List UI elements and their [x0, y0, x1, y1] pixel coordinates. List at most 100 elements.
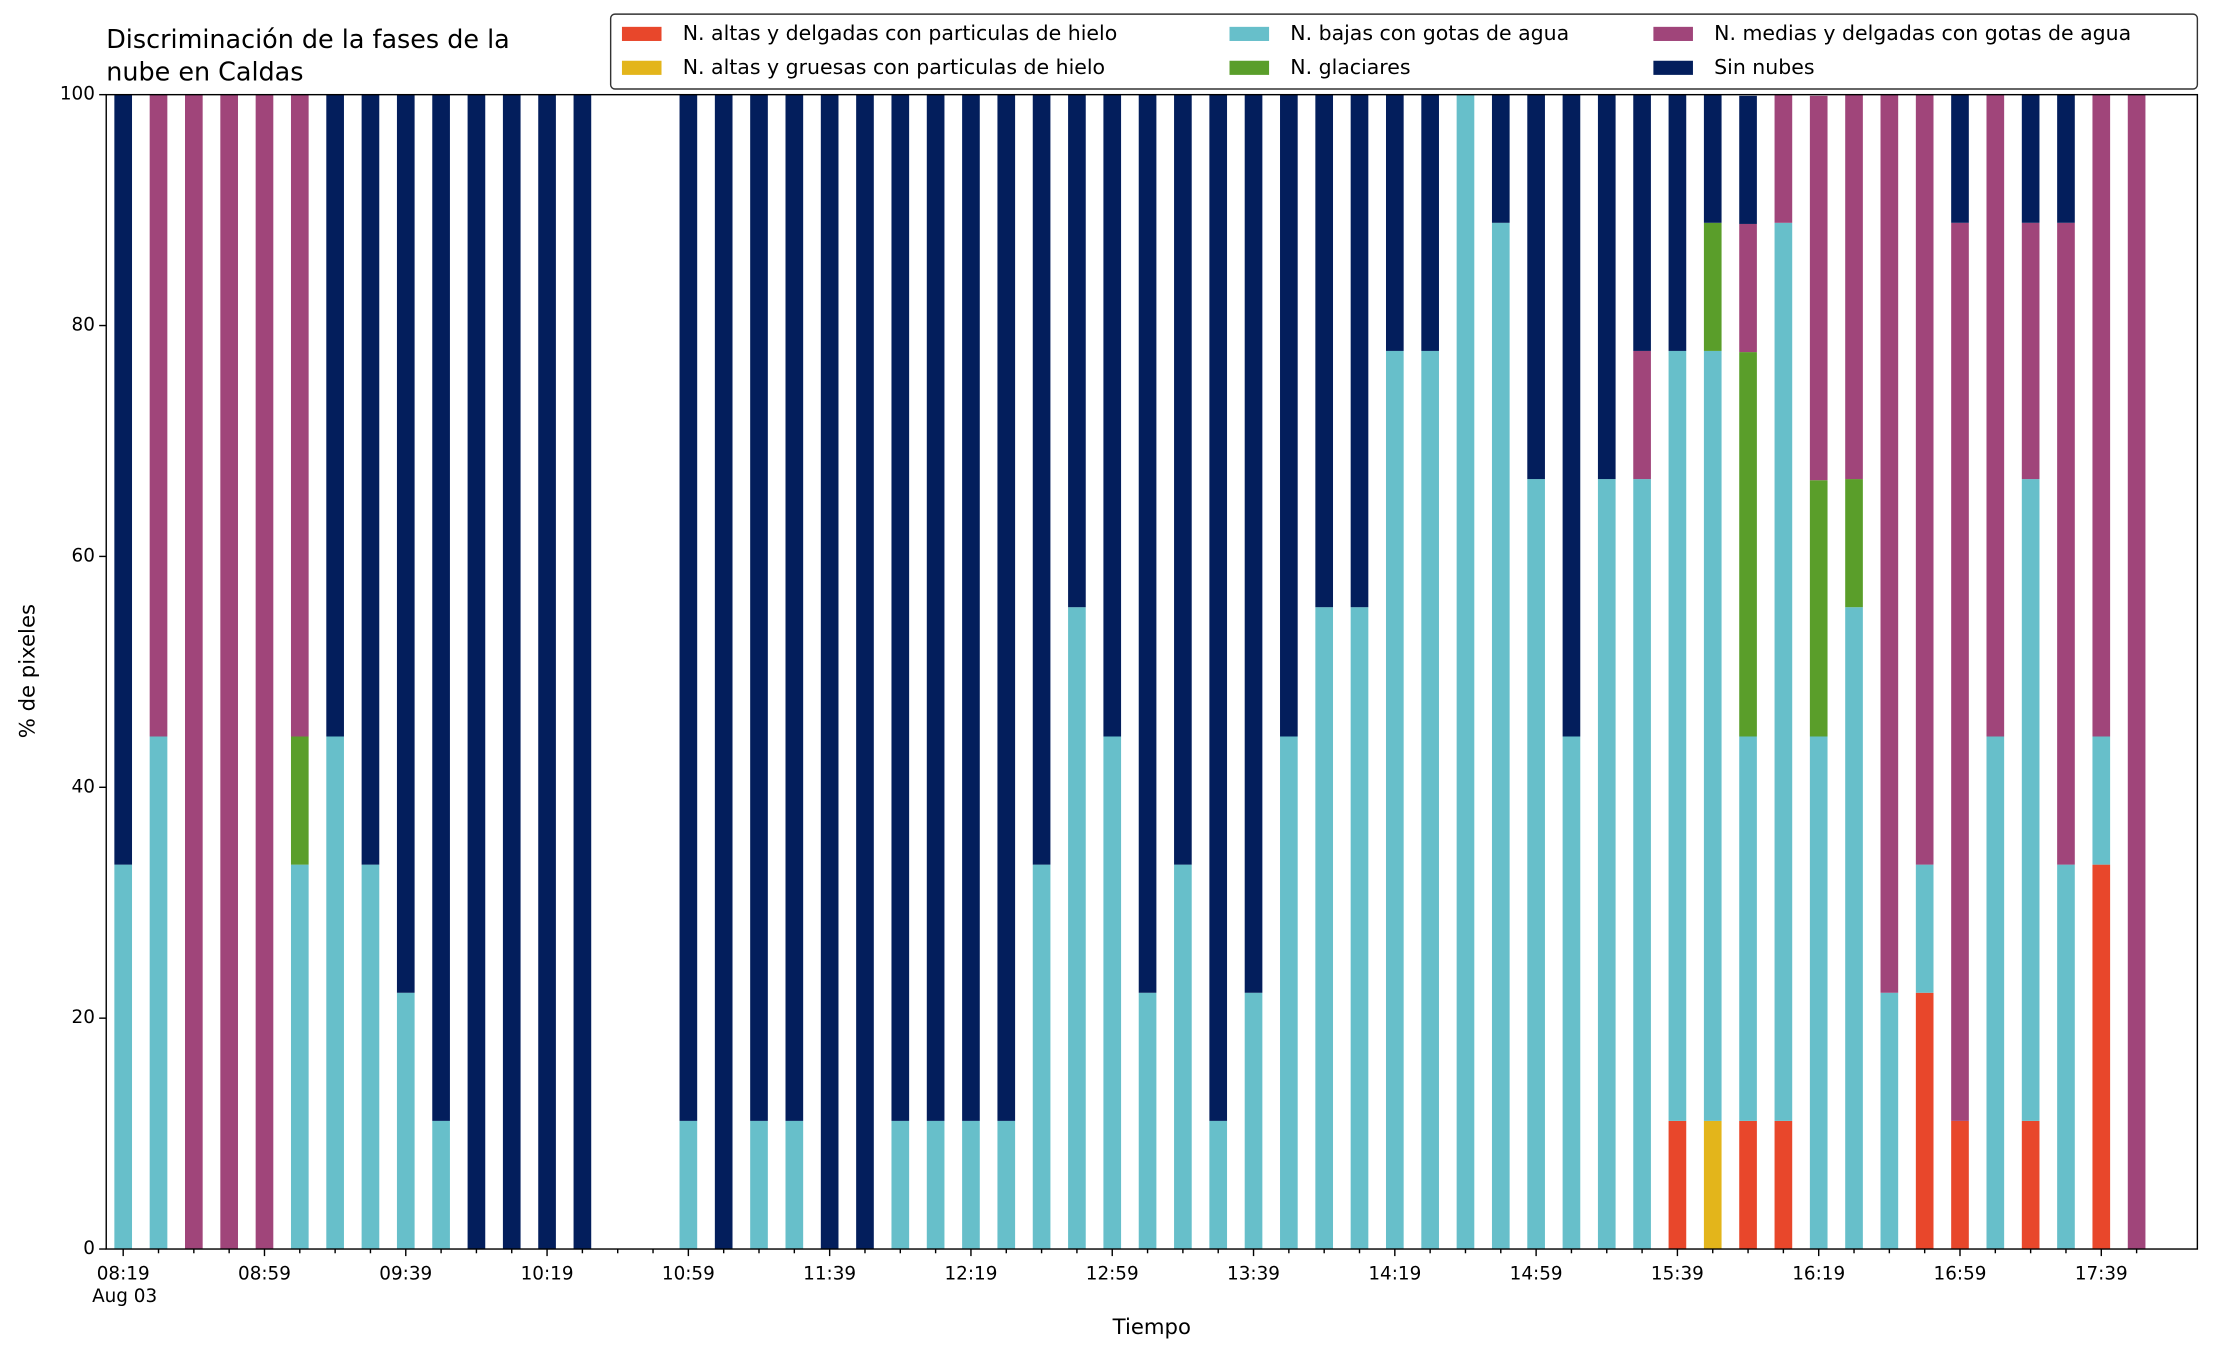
bar-segment — [396, 992, 415, 1250]
y-tick-label: 60 — [72, 545, 95, 566]
bar-segment — [891, 1120, 910, 1250]
bar-segment — [326, 94, 344, 737]
bar-segment — [1280, 94, 1298, 737]
y-tick-label: 80 — [72, 315, 95, 336]
bar-segment — [926, 94, 945, 1121]
y-tick-label: 20 — [72, 1007, 95, 1028]
bar-segment — [2057, 864, 2075, 1250]
bar-segment — [1527, 479, 1545, 1250]
bar-segment — [220, 94, 238, 1250]
legend-swatch — [1653, 26, 1693, 41]
bar-segment — [2057, 94, 2075, 223]
bar-segment — [1385, 94, 1404, 351]
bar-segment — [750, 94, 768, 1121]
bar-segment — [2021, 94, 2040, 223]
bar-segment — [255, 94, 274, 1250]
plot-frame — [105, 93, 2199, 1250]
bar-segment — [997, 94, 1016, 1121]
bar-segment — [820, 94, 839, 1250]
bar-segment — [1739, 1120, 1757, 1250]
x-tick-label: 12:19 — [944, 1263, 997, 1284]
bar-segment — [1739, 352, 1757, 737]
bar-segment — [361, 94, 380, 865]
bar-segment — [962, 1120, 980, 1250]
legend-swatch — [1229, 60, 1270, 75]
bar-segment — [1915, 94, 1934, 865]
x-tick-label: 09:39 — [379, 1263, 432, 1284]
bar-segment — [1562, 94, 1581, 737]
legend-label: N. altas y delgadas con particulas de hi… — [683, 21, 1118, 45]
y-tick-label: 40 — [72, 776, 95, 797]
bar-segment — [1845, 607, 1863, 1250]
bar-segment — [1703, 1120, 1722, 1250]
bar-segment — [1809, 95, 1828, 481]
bar-segment — [926, 1120, 945, 1250]
bar-segment — [1880, 992, 1899, 1250]
bar-segment — [1491, 94, 1510, 223]
bar-segment — [1597, 94, 1616, 480]
bar-segment — [1138, 992, 1157, 1250]
x-tick-label: 15:39 — [1651, 1263, 1704, 1284]
bar-segment — [1138, 94, 1157, 993]
legend-box — [609, 13, 2199, 90]
bar-segment — [1809, 736, 1828, 1250]
bar-segment — [714, 94, 733, 1250]
bar-segment — [1421, 94, 1439, 351]
bar-segment — [1174, 94, 1192, 865]
bar-segment — [1597, 479, 1616, 1250]
bar-segment — [149, 94, 168, 737]
bar-segment — [1668, 1120, 1687, 1250]
bar-segment — [185, 94, 203, 1250]
bar-segment — [1315, 607, 1334, 1250]
bar-segment — [1633, 94, 1651, 351]
bar-segment — [290, 736, 309, 865]
x-tick-label: 08:19 — [97, 1263, 150, 1284]
bar-segment — [396, 94, 415, 993]
bar-segment — [1633, 350, 1651, 480]
bar-segment — [1280, 736, 1298, 1250]
bar-segment — [679, 1120, 698, 1250]
x-tick-label: 13:39 — [1227, 1263, 1280, 1284]
legend-label: N. bajas con gotas de agua — [1290, 21, 1569, 45]
chart-title: nube en Caldas — [106, 56, 303, 86]
bar-segment — [1703, 350, 1722, 1121]
bar-segment — [467, 94, 486, 1250]
bar-segment — [290, 94, 309, 737]
bar-segment — [1668, 350, 1687, 1121]
bar-segment — [785, 94, 804, 1121]
bar-segment — [1809, 480, 1828, 737]
bar-segment — [1951, 1120, 1969, 1250]
bar-segment — [997, 1120, 1016, 1250]
bar-segment — [290, 864, 309, 1250]
chart-title: Discriminación de la fases de la — [106, 24, 510, 54]
bar-segment — [2127, 94, 2146, 1250]
bar-segment — [1527, 94, 1545, 480]
x-date-label: Aug 03 — [92, 1286, 157, 1307]
bar-segment — [2021, 479, 2040, 1121]
bar-segment — [1986, 94, 2005, 737]
bar-segment — [1350, 94, 1369, 608]
x-tick-label: 16:59 — [1934, 1263, 1987, 1284]
bar-segment — [1633, 479, 1651, 1250]
bar-segment — [1456, 94, 1475, 1250]
bar-segment — [2092, 736, 2111, 865]
bar-segment — [1845, 479, 1863, 608]
bar-segment — [2092, 864, 2111, 1250]
bar-segment — [679, 94, 698, 1121]
bar-segment — [785, 1120, 804, 1250]
bar-segment — [1880, 94, 1899, 993]
y-tick-label: 0 — [83, 1238, 95, 1259]
bar-segment — [962, 94, 980, 1121]
bar-segment — [114, 864, 133, 1250]
bar-segment — [1244, 94, 1263, 993]
legend-swatch — [1229, 26, 1270, 41]
bar-segment — [114, 94, 133, 865]
x-tick-label: 10:59 — [662, 1263, 715, 1284]
bar-segment — [856, 94, 874, 1250]
bar-segment — [2021, 1120, 2040, 1250]
legend-swatch — [621, 60, 662, 75]
bar-segment — [1915, 864, 1934, 993]
bar-segment — [1068, 607, 1086, 1250]
x-tick-label: 10:19 — [521, 1263, 574, 1284]
